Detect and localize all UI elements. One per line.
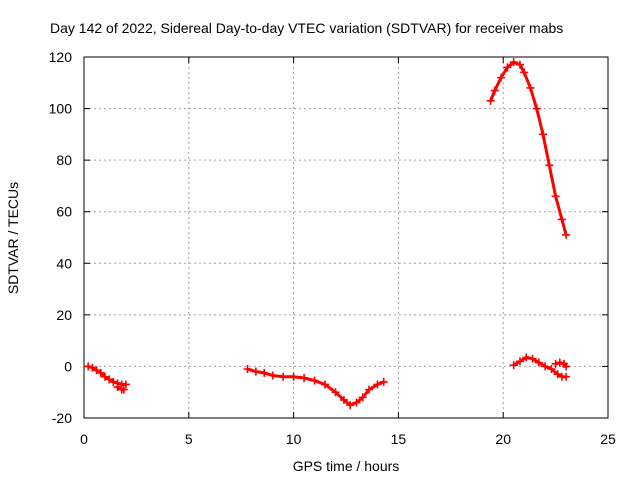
data-point <box>88 363 97 372</box>
data-point <box>84 362 93 371</box>
data-point <box>497 73 506 82</box>
data-point <box>339 395 348 404</box>
data-point <box>522 353 531 362</box>
data-point <box>520 68 529 77</box>
y-tick-label: 0 <box>64 358 72 374</box>
x-tick-label: 25 <box>600 431 616 447</box>
series-line <box>489 60 568 237</box>
data-point <box>515 60 524 69</box>
data-point <box>490 86 499 95</box>
data-point <box>243 365 252 374</box>
data-point <box>379 377 388 386</box>
data-point <box>346 401 355 410</box>
data-point <box>509 58 518 67</box>
data-point <box>96 368 105 377</box>
data-point <box>289 372 298 381</box>
y-tick-label: 100 <box>49 101 73 117</box>
data-point <box>251 367 260 376</box>
data-point <box>509 361 518 370</box>
data-point <box>321 380 330 389</box>
data-point <box>113 383 122 392</box>
data-point <box>121 380 130 389</box>
x-tick-label: 0 <box>80 431 88 447</box>
data-point <box>515 357 524 366</box>
x-tick-label: 5 <box>185 431 193 447</box>
chart-title: Day 142 of 2022, Sidereal Day-to-day VTE… <box>50 20 563 36</box>
tick-layer <box>83 56 609 419</box>
series-arc-3 <box>486 58 571 239</box>
data-point <box>526 83 535 92</box>
data-point <box>503 63 512 72</box>
series-line <box>86 364 128 386</box>
data-point <box>109 377 118 386</box>
data-point <box>541 362 550 371</box>
data-point <box>534 358 543 367</box>
y-tick-label: 40 <box>56 255 72 271</box>
x-tick-label: 10 <box>286 431 302 447</box>
data-point <box>532 104 541 113</box>
series-layer <box>84 58 571 410</box>
x-tick-label: 15 <box>391 431 407 447</box>
data-point <box>551 359 560 368</box>
data-point <box>300 374 309 383</box>
data-point <box>352 398 361 407</box>
data-point <box>373 380 382 389</box>
series-arc-1 <box>84 362 130 389</box>
data-point <box>555 358 564 367</box>
data-point <box>279 372 288 381</box>
y-tick-label: -20 <box>52 410 72 426</box>
series-line <box>512 355 568 379</box>
plot-frame <box>83 56 609 419</box>
data-point <box>562 372 571 381</box>
data-point <box>539 130 548 139</box>
y-tick-labels: -20 0 20 40 60 80 100 120 <box>49 49 73 426</box>
data-point <box>528 354 537 363</box>
data-point <box>551 192 560 201</box>
y-axis-label: SDTVAR / TECUs <box>5 182 21 294</box>
series-arc-4b <box>551 358 571 371</box>
y-tick-label: 60 <box>56 204 72 220</box>
data-point <box>105 375 114 384</box>
data-point <box>562 230 571 239</box>
data-point <box>100 372 109 381</box>
data-point <box>92 366 101 375</box>
y-tick-label: 120 <box>49 49 73 65</box>
data-point <box>545 161 554 170</box>
data-point <box>557 215 566 224</box>
data-point <box>310 376 319 385</box>
data-point <box>486 96 495 105</box>
data-point <box>365 385 374 394</box>
series-arc-1b <box>113 383 128 394</box>
data-point <box>119 385 128 394</box>
x-axis-label: GPS time / hours <box>293 458 400 474</box>
x-tick-labels: 0 5 10 15 20 25 <box>80 431 616 447</box>
data-point <box>553 370 562 379</box>
x-tick-label: 20 <box>495 431 511 447</box>
series-arc-2 <box>243 365 388 410</box>
y-tick-label: 80 <box>56 152 72 168</box>
data-point <box>562 362 571 371</box>
data-point <box>260 368 269 377</box>
data-point <box>268 371 277 380</box>
series-arc-4 <box>509 353 571 381</box>
y-tick-label: 20 <box>56 307 72 323</box>
data-point <box>547 365 556 374</box>
data-point <box>331 388 340 397</box>
grid-layer <box>84 57 608 418</box>
data-point <box>358 393 367 402</box>
